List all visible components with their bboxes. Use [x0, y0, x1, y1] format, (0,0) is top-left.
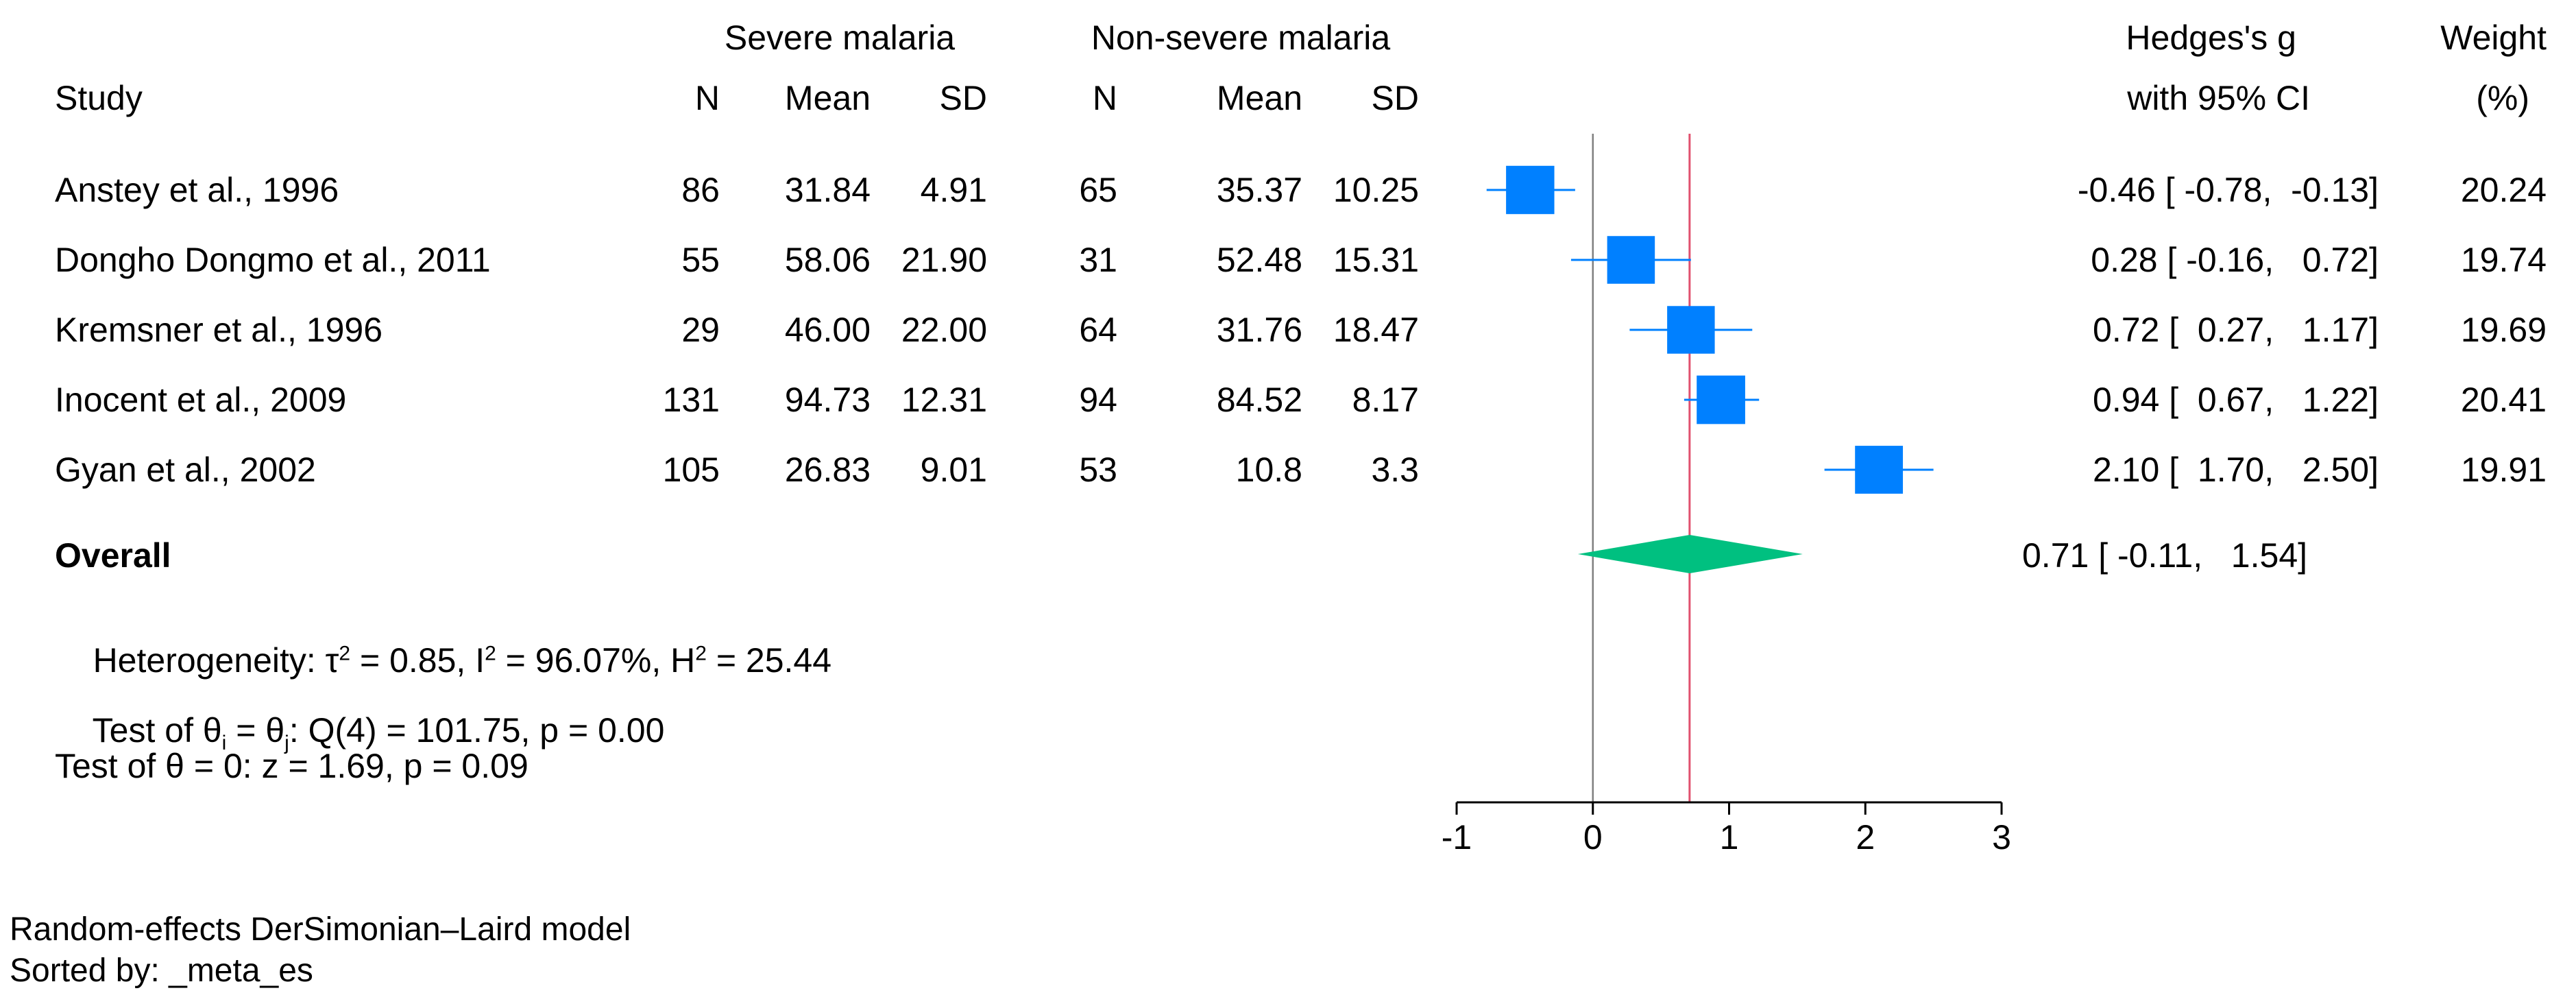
nonsevere-n: 94	[1079, 381, 1117, 419]
test-theta-zero: Test of θ = 0: z = 1.69, p = 0.09	[55, 747, 528, 785]
heterogeneity-stats: Heterogeneity: τ2 = 0.85, I2 = 96.07%, H…	[93, 641, 832, 680]
severe-sd: 4.91	[920, 171, 987, 209]
nonsevere-mean: 10.8	[1235, 451, 1302, 489]
severe-n: 131	[662, 381, 720, 419]
effect-ci-text: 0.94 [ 0.67, 1.22]	[2093, 381, 2379, 419]
header-effect-line1: Hedges's g	[2126, 19, 2296, 57]
severe-mean: 26.83	[784, 451, 871, 489]
header-n2: N	[1092, 79, 1117, 117]
weight-text: 20.24	[2460, 171, 2547, 209]
header-group-nonsevere: Non-severe malaria	[1091, 19, 1391, 57]
x-axis-tick-label: 3	[1992, 818, 2011, 857]
header-weight-line2: (%)	[2476, 79, 2529, 117]
x-axis-tick-label: -1	[1442, 818, 1472, 857]
nonsevere-sd: 3.3	[1371, 451, 1419, 489]
nonsevere-n: 31	[1079, 241, 1117, 279]
effect-ci-text: 0.72 [ 0.27, 1.17]	[2093, 311, 2379, 349]
effect-ci-text: 2.10 [ 1.70, 2.50]	[2093, 451, 2379, 489]
weight-text: 19.74	[2460, 241, 2547, 279]
footnote-sort: Sorted by: _meta_es	[10, 953, 313, 989]
x-axis-tick-label: 1	[1720, 818, 1739, 857]
nonsevere-sd: 18.47	[1333, 311, 1419, 349]
header-mean2: Mean	[1216, 79, 1302, 117]
header-study: Study	[55, 79, 143, 117]
severe-sd: 22.00	[901, 311, 987, 349]
nonsevere-mean: 31.76	[1216, 311, 1302, 349]
footnote-model: Random-effects DerSimonian–Laird model	[10, 911, 631, 948]
weight-text: 20.41	[2460, 381, 2547, 419]
severe-sd: 9.01	[920, 451, 987, 489]
study-name: Anstey et al., 1996	[55, 171, 339, 209]
overall-ci-text: 0.71 [ -0.11, 1.54]	[2022, 536, 2308, 575]
weight-text: 19.91	[2460, 451, 2547, 489]
severe-n: 55	[681, 241, 720, 279]
severe-sd: 21.90	[901, 241, 987, 279]
nonsevere-mean: 35.37	[1216, 171, 1302, 209]
header-group-severe: Severe malaria	[724, 19, 956, 57]
nonsevere-n: 64	[1079, 311, 1117, 349]
effect-square	[1667, 306, 1715, 354]
weight-text: 19.69	[2460, 311, 2547, 349]
nonsevere-n: 65	[1079, 171, 1117, 209]
study-name: Gyan et al., 2002	[55, 451, 316, 489]
severe-sd: 12.31	[901, 381, 987, 419]
header-effect-line2: with 95% CI	[2127, 79, 2310, 117]
nonsevere-sd: 8.17	[1352, 381, 1419, 419]
severe-mean: 94.73	[784, 381, 871, 419]
study-name: Dongho Dongmo et al., 2011	[55, 241, 491, 279]
header-sd1: SD	[939, 79, 987, 117]
effect-ci-text: -0.46 [ -0.78, -0.13]	[2077, 171, 2379, 209]
severe-n: 105	[662, 451, 720, 489]
overall-diamond	[1577, 535, 1803, 573]
effect-ci-text: 0.28 [ -0.16, 0.72]	[2091, 241, 2379, 279]
nonsevere-n: 53	[1079, 451, 1117, 489]
effect-square	[1697, 375, 1745, 424]
nonsevere-sd: 10.25	[1333, 171, 1419, 209]
severe-mean: 31.84	[784, 171, 871, 209]
header-weight-line1: Weight	[2440, 19, 2547, 57]
study-name: Kremsner et al., 1996	[55, 311, 383, 349]
x-axis-tick-label: 0	[1583, 818, 1603, 857]
severe-n: 29	[681, 311, 720, 349]
header-n1: N	[694, 79, 720, 117]
effect-square	[1855, 446, 1904, 494]
study-name: Inocent et al., 2009	[55, 381, 347, 419]
nonsevere-mean: 52.48	[1216, 241, 1302, 279]
effect-square	[1506, 165, 1555, 215]
test-theta-equal: Test of θi = θj: Q(4) = 101.75, p = 0.00	[92, 711, 665, 754]
header-sd2: SD	[1371, 79, 1419, 117]
effect-square	[1607, 236, 1655, 284]
severe-mean: 58.06	[784, 241, 871, 279]
nonsevere-mean: 84.52	[1216, 381, 1302, 419]
x-axis-tick-label: 2	[1856, 818, 1875, 857]
header-mean1: Mean	[784, 79, 871, 117]
severe-mean: 46.00	[784, 311, 871, 349]
severe-n: 86	[681, 171, 720, 209]
nonsevere-sd: 15.31	[1333, 241, 1419, 279]
overall-label: Overall	[55, 536, 171, 575]
